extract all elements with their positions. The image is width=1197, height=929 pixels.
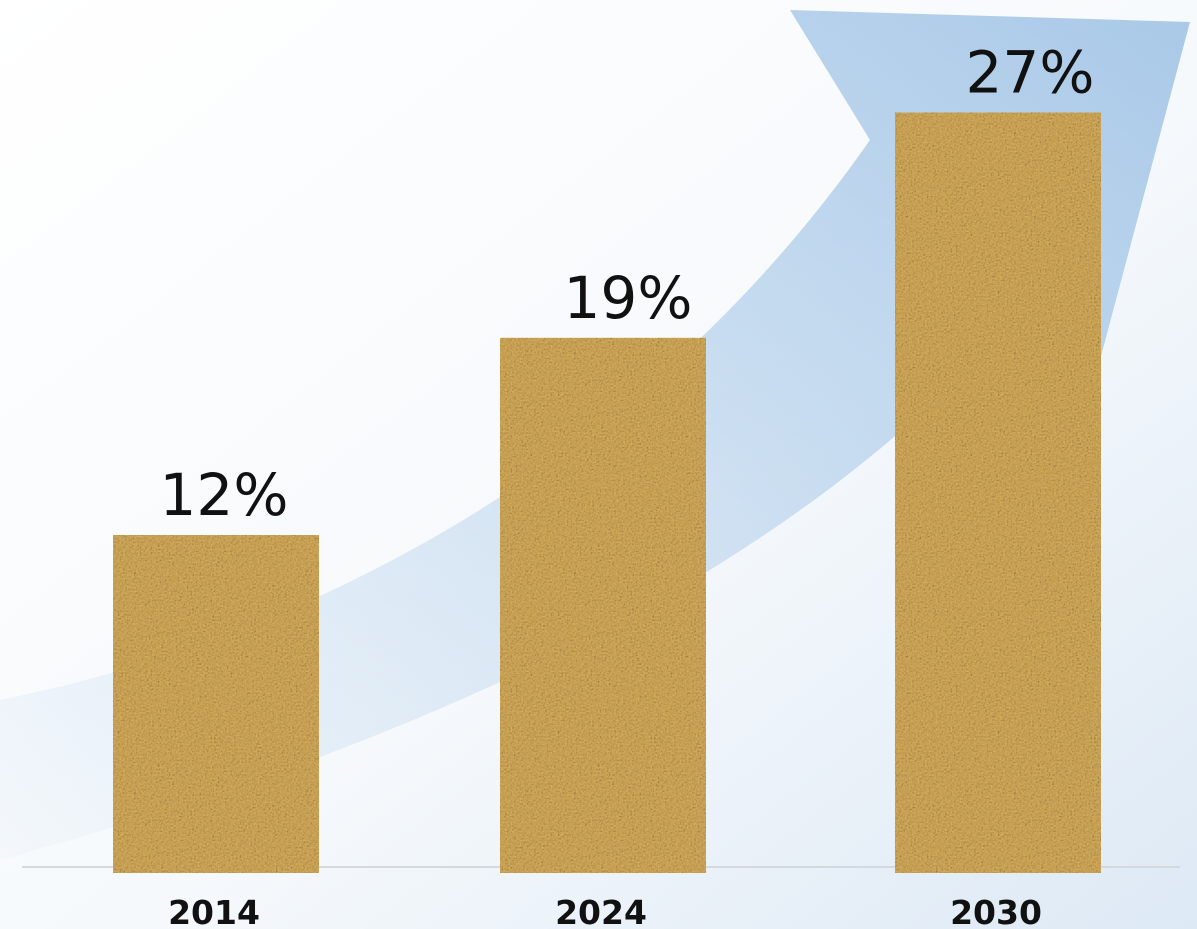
- bar-2024: [500, 337, 706, 873]
- value-label-2030: 27%: [966, 39, 1095, 107]
- labels-layer: 12% 2014 19% 2024 27% 2030: [160, 39, 1095, 929]
- bar-2014: [113, 535, 319, 873]
- x-tick-label-2014: 2014: [168, 893, 260, 929]
- bar-2030: [895, 112, 1101, 873]
- bar-shade-2030: [895, 112, 1101, 873]
- x-tick-label-2030: 2030: [950, 893, 1042, 929]
- bars-layer: [113, 112, 1101, 873]
- value-label-2024: 19%: [564, 264, 693, 332]
- bar-shade-2024: [500, 337, 706, 873]
- bar-shade-2014: [113, 535, 319, 873]
- value-label-2014: 12%: [160, 461, 289, 529]
- x-tick-label-2024: 2024: [555, 893, 647, 929]
